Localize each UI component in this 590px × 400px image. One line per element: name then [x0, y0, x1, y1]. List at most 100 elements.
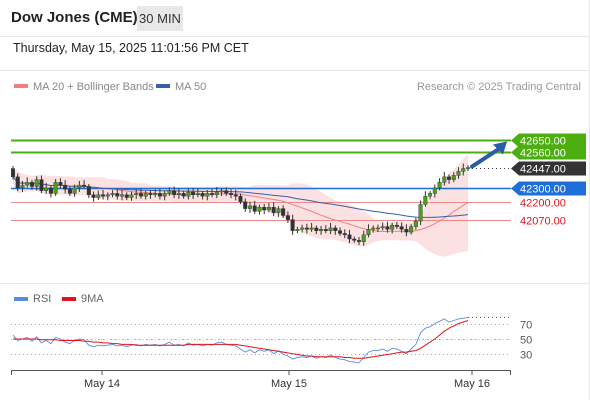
candle-body	[257, 207, 262, 212]
candle-body	[342, 233, 347, 236]
candle-body	[399, 226, 404, 230]
candle-body	[48, 187, 53, 194]
level-badge-42560.00	[511, 145, 586, 160]
candle-body	[290, 219, 295, 231]
level-badge-42650.00	[511, 133, 586, 148]
candle-body	[333, 227, 338, 231]
level-label-42650.00: 42650.00	[520, 136, 566, 148]
candle-body	[110, 193, 115, 195]
candle-body	[63, 184, 68, 190]
x-tick-label: May 14	[84, 378, 120, 390]
candle-body	[195, 193, 200, 195]
legend-rsi-label: RSI	[33, 293, 51, 305]
legend-ma20-label: MA 20 + Bollinger Bands	[33, 81, 154, 93]
candle-body	[181, 193, 186, 197]
candle-body	[134, 193, 139, 195]
candle-body	[205, 193, 210, 197]
candle-body	[366, 229, 371, 236]
candle-body	[15, 176, 20, 189]
level-badge-42300.00	[511, 181, 586, 196]
level-label-42200.00: 42200.00	[520, 198, 566, 210]
candle-body	[404, 229, 409, 233]
candle-body	[262, 207, 267, 211]
legend-ma50-swatch	[156, 84, 170, 88]
candle-body	[252, 205, 257, 212]
legend-ma20-swatch	[14, 84, 28, 88]
rsi-ma-line	[13, 320, 469, 359]
candle-body	[409, 226, 414, 233]
candle-body	[58, 182, 63, 186]
source-label: Research © 2025 Trading Central	[417, 81, 581, 93]
candle-body	[34, 179, 39, 187]
legend-rsi-ma-label: 9MA	[81, 293, 104, 305]
level-label-42447.00: 42447.00	[520, 164, 566, 176]
candle-body	[371, 227, 376, 230]
candle-body	[86, 186, 91, 195]
candle-body	[162, 193, 167, 197]
candle-body	[105, 194, 110, 197]
candle-body	[323, 229, 328, 231]
candle-body	[319, 229, 324, 231]
candle-body	[91, 194, 96, 198]
chart-header: Dow Jones (CME) 30 MIN	[0, 0, 590, 36]
x-tick-label: May 15	[271, 378, 307, 390]
candle-body	[233, 194, 238, 197]
candle-body	[25, 182, 30, 186]
candle-body	[148, 193, 153, 195]
candle-body	[304, 227, 309, 230]
candle-body	[347, 234, 352, 240]
report-datetime: Thursday, May 15, 2025 11:01:56 PM CET	[13, 41, 249, 55]
timeframe-badge[interactable]: 30 MIN	[137, 6, 183, 31]
rsi-panel: 70 50 30	[11, 316, 532, 364]
candle-body	[281, 208, 286, 216]
candle-body	[124, 194, 129, 198]
candle-body	[423, 195, 428, 205]
candle-body	[338, 230, 343, 234]
candle-body	[466, 167, 471, 169]
x-tick-label: May 16	[454, 378, 490, 390]
level-label-42070.00: 42070.00	[520, 216, 566, 228]
candle-body	[238, 195, 243, 202]
candle-body	[380, 226, 385, 229]
candle-body	[44, 187, 49, 191]
candle-body	[314, 227, 319, 231]
candle-body	[200, 193, 205, 197]
candle-body	[390, 224, 395, 230]
legend-ma50-label: MA 50	[175, 81, 206, 93]
candle-body	[328, 227, 333, 231]
candle-body	[176, 193, 181, 195]
forecast-arrow	[470, 141, 507, 169]
candle-body	[120, 194, 125, 197]
candle-body	[276, 208, 281, 213]
candle-body	[447, 176, 452, 180]
candle-body	[77, 184, 82, 189]
candle-body	[442, 176, 447, 183]
instrument-title: Dow Jones (CME)	[11, 9, 138, 26]
candle-body	[157, 193, 162, 197]
candle-body	[115, 193, 120, 197]
candle-body	[67, 189, 72, 194]
candle-body	[138, 193, 143, 197]
candle-body	[394, 224, 399, 227]
level-label-42560.00: 42560.00	[520, 148, 566, 160]
candle-body	[229, 193, 234, 195]
candle-body	[461, 168, 466, 172]
candle-body	[385, 226, 390, 230]
candle-body	[214, 191, 219, 195]
candle-body	[224, 190, 229, 194]
bollinger-bands	[13, 154, 468, 257]
candle-body	[143, 193, 148, 197]
candle-body	[53, 182, 58, 194]
candle-body	[29, 182, 34, 187]
forecast-arrow-head	[493, 141, 507, 155]
candle-body	[72, 187, 77, 194]
candle-body	[186, 191, 191, 197]
candle-body	[271, 207, 276, 213]
rsi-tick-30: 30	[520, 350, 532, 362]
candle-body	[295, 229, 300, 231]
candle-body	[219, 190, 224, 193]
candles	[10, 163, 471, 246]
level-label-42300.00: 42300.00	[520, 184, 566, 196]
candle-body	[309, 227, 314, 230]
rsi-line	[12, 316, 469, 364]
